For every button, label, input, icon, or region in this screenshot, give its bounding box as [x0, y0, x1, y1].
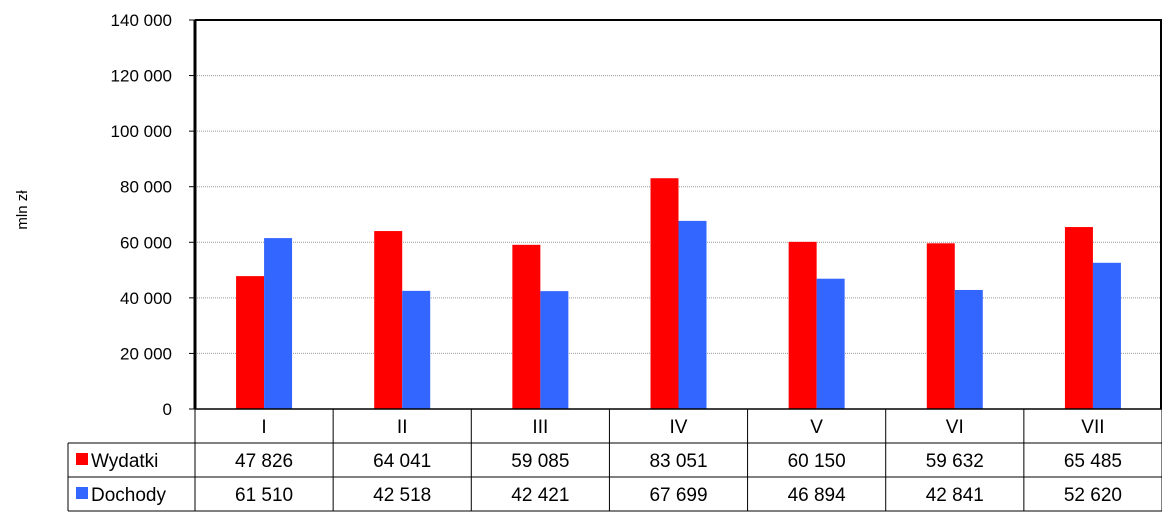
x-tick-label: VII: [1081, 417, 1104, 438]
x-tick-label: VI: [946, 417, 964, 438]
data-label: 42 518: [373, 485, 431, 506]
bar-wydatki-vii: [1064, 227, 1093, 409]
data-label: 61 510: [235, 485, 293, 506]
data-label: 67 699: [649, 485, 707, 506]
x-tick-label: II: [397, 417, 408, 438]
bar-wydatki-ii: [374, 231, 403, 409]
y-tick-label: 20 000: [120, 344, 172, 363]
data-label: 42 841: [926, 485, 984, 506]
y-tick-label: 140 000: [111, 11, 172, 30]
y-tick-label: 100 000: [111, 122, 172, 141]
legend-swatch: [76, 453, 88, 465]
y-axis-label: mln zł: [14, 190, 31, 230]
bar-wydatki-iv: [650, 178, 679, 409]
bar-dochody-iv: [678, 220, 707, 409]
x-tick-label: III: [532, 417, 548, 438]
bar-wydatki-i: [236, 276, 265, 409]
bar-dochody-v: [816, 278, 845, 409]
data-label: 60 150: [788, 451, 846, 472]
x-tick-label: V: [810, 417, 823, 438]
data-label: 64 041: [373, 451, 431, 472]
y-axis-ticks: 0 20 000 40 000 60 000 80 000 100 000 120 000 1…: [111, 11, 195, 419]
legend-label: Wydatki: [91, 451, 158, 472]
x-tick-label: I: [261, 417, 266, 438]
bar-dochody-ii: [402, 290, 431, 409]
y-tick-label: 80 000: [120, 178, 172, 197]
plot-frame: [193, 19, 1162, 410]
data-label: 42 421: [511, 485, 569, 506]
x-tick-label: IV: [670, 417, 688, 438]
y-tick-label: 60 000: [120, 233, 172, 252]
y-tick-label: 120 000: [111, 67, 172, 86]
data-label: 47 826: [235, 451, 293, 472]
legend-swatch: [76, 487, 88, 499]
data-label: 52 620: [1064, 485, 1122, 506]
y-tick-label: 0: [163, 400, 172, 419]
data-label: 59 085: [511, 451, 569, 472]
bar-dochody-iii: [540, 291, 569, 409]
bars: [236, 178, 1121, 409]
bar-dochody-vii: [1092, 262, 1121, 409]
y-tick-label: 40 000: [120, 289, 172, 308]
data-label: 65 485: [1064, 451, 1122, 472]
data-label: 46 894: [788, 485, 847, 506]
bar-wydatki-iii: [512, 244, 541, 409]
data-label: 59 632: [926, 451, 984, 472]
bar-dochody-vi: [954, 289, 983, 409]
legend-label: Dochody: [91, 485, 166, 506]
data-label: 83 051: [649, 451, 707, 472]
bar-dochody-i: [264, 238, 293, 409]
bar-wydatki-v: [788, 241, 817, 409]
bar-wydatki-vi: [926, 243, 955, 409]
